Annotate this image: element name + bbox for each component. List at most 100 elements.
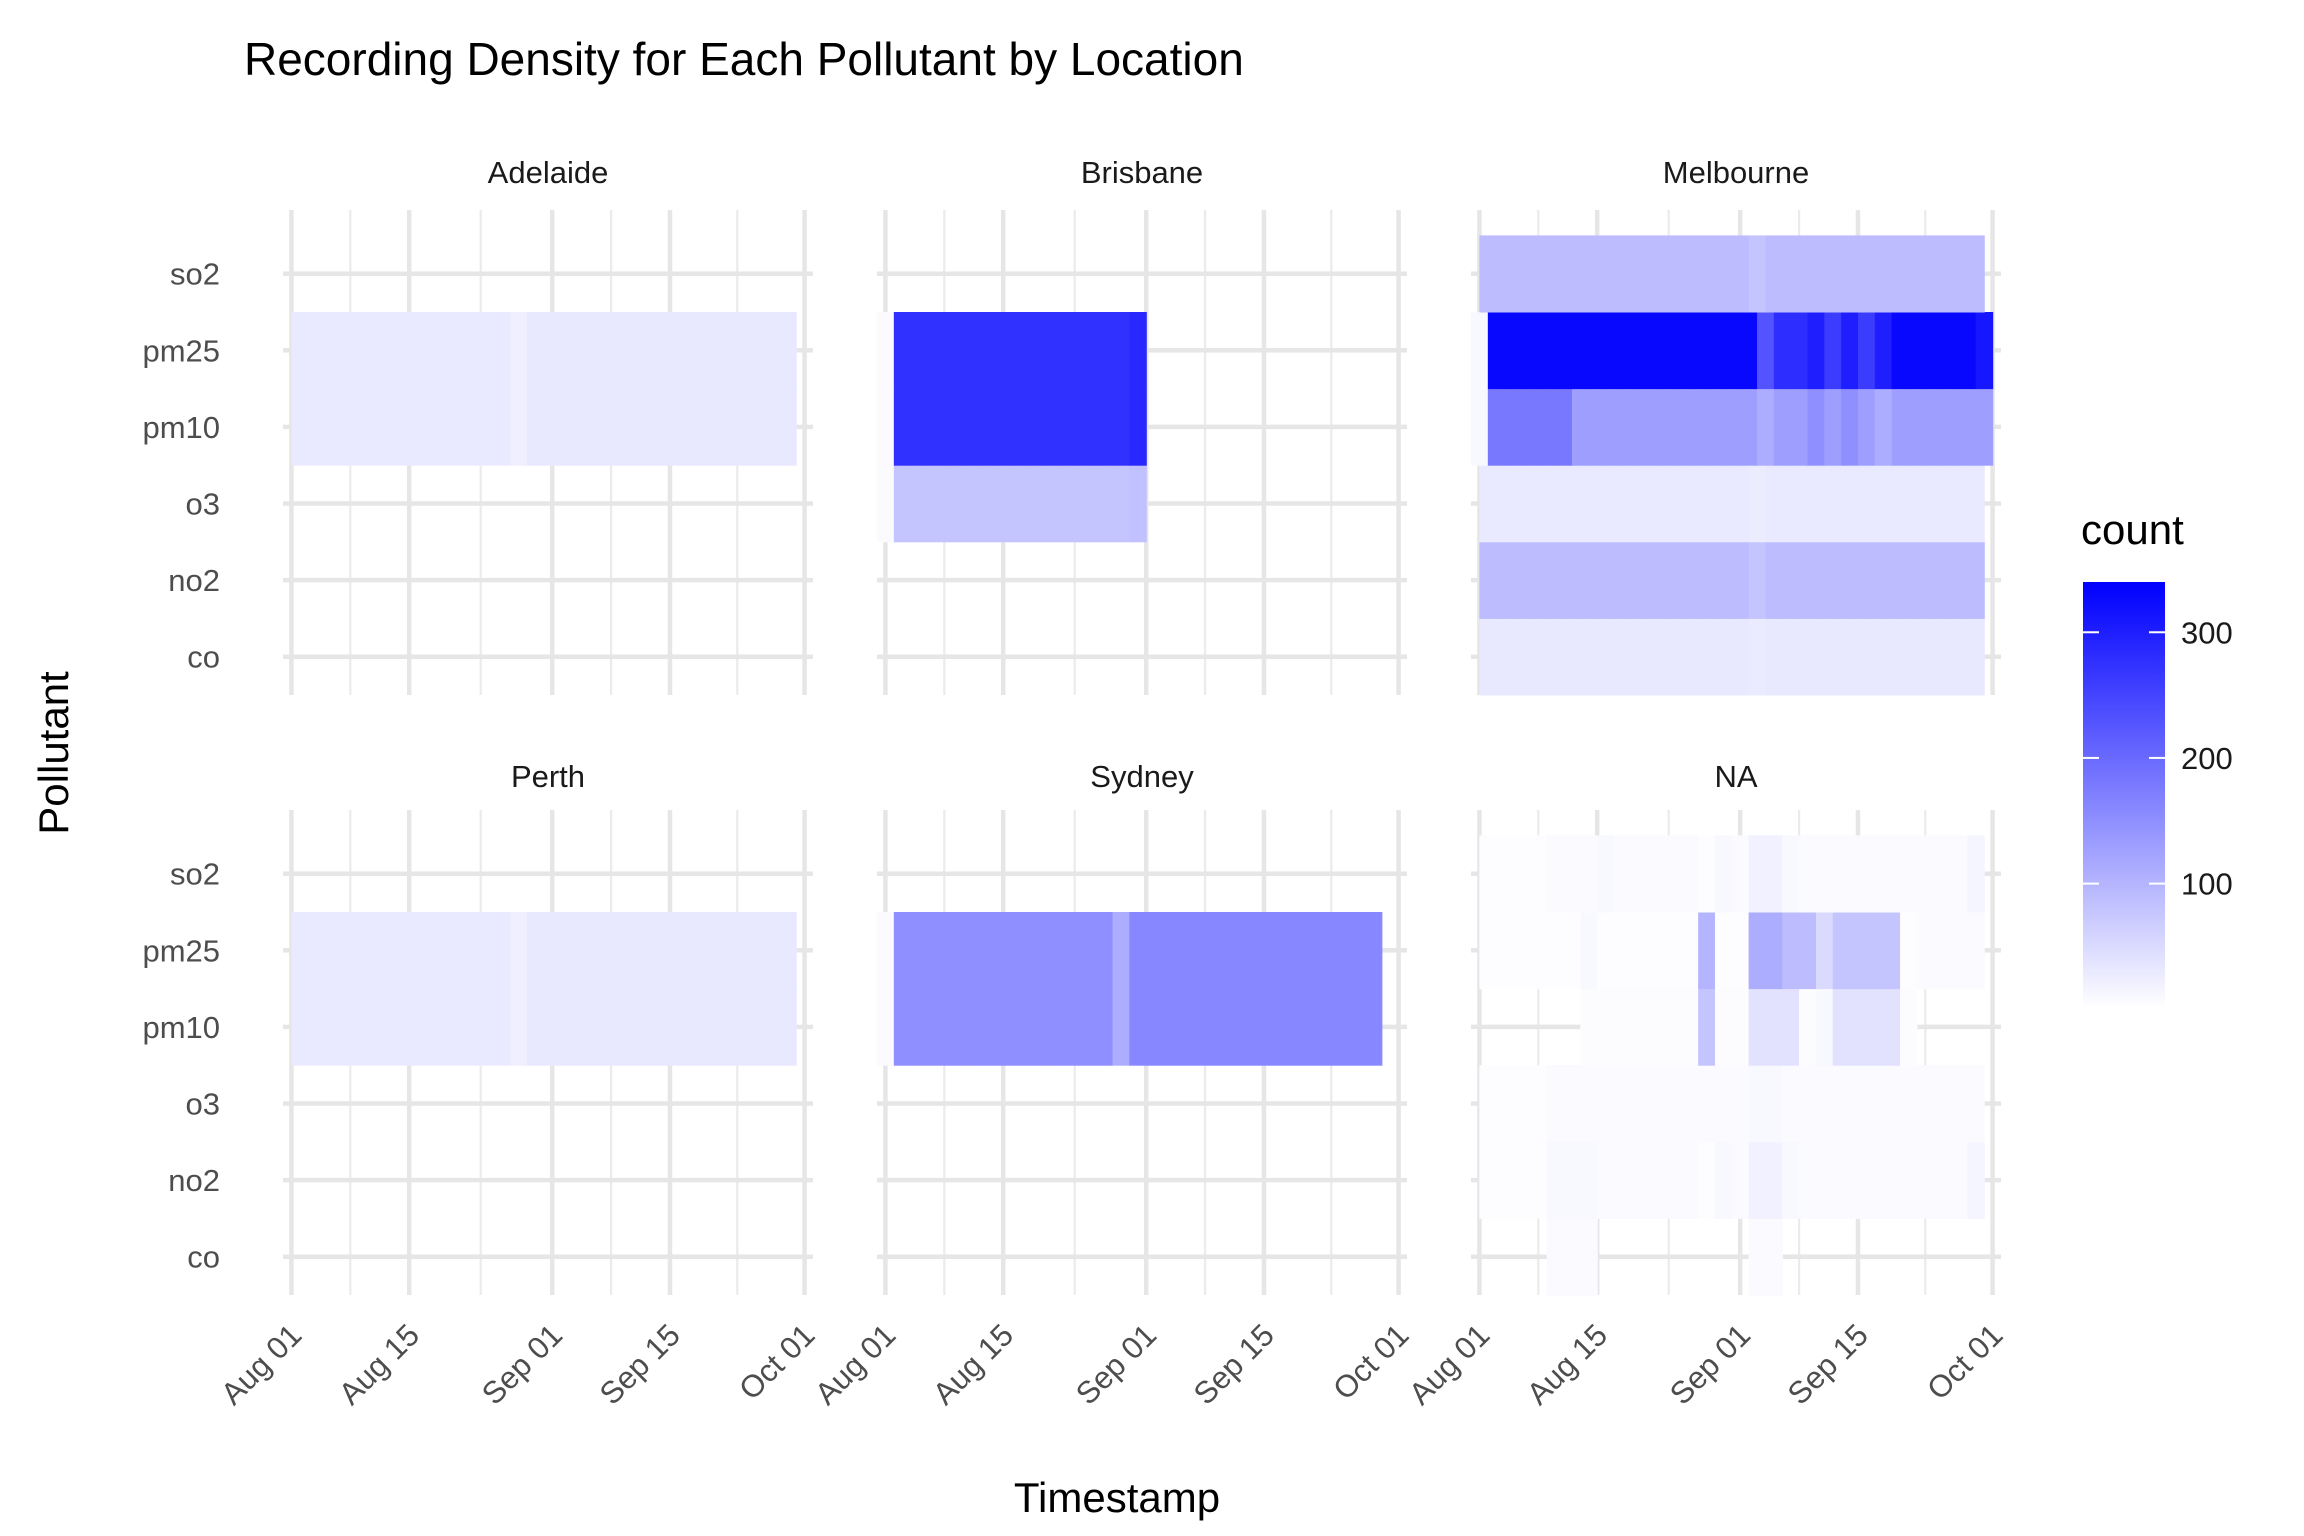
heat-tile [1950,1141,1968,1219]
heat-tile [1900,465,1918,543]
heat-tile [1614,988,1632,1066]
heat-tile [1496,541,1514,619]
heat-tile [1900,912,1918,990]
heat-tile [1799,618,1817,696]
heat-tile [594,388,612,466]
heat-tile [1496,618,1514,696]
heat-tile [341,988,360,1066]
heat-tile [1942,312,1960,390]
heat-tile [1832,618,1851,696]
heat-tile [1782,541,1800,619]
heat-tile [1529,1065,1548,1143]
heat-tile [560,388,579,466]
heat-tile [893,465,912,543]
heat-tile [1614,1141,1632,1219]
heat-tile [577,912,595,990]
heat-tile [695,388,713,466]
heat-tile [510,388,528,466]
heat-tile [1714,835,1733,913]
heat-tile [1479,465,1497,543]
facet-panel-perth: Perth co no2 o3 pm10 pm25 so2 Aug 01 Aug 15 Sep 0… [142,759,821,1411]
heat-tile [961,312,979,390]
legend-tick-label: 300 [2181,615,2233,650]
legend-tick-label: 200 [2181,741,2233,776]
x-tick-label: Aug 15 [1520,1317,1614,1411]
heat-tile [1078,465,1097,543]
heat-tile [1364,912,1383,990]
heat-tile [1597,1141,1615,1219]
heat-tile [877,912,895,990]
heat-tile [1883,235,1901,313]
heat-tile [1028,912,1046,990]
heat-tile [927,988,945,1066]
facet-strip-label: Adelaide [488,155,609,190]
heat-tile [1731,465,1750,543]
y-tick-label: o3 [186,487,220,522]
heat-tile [1656,388,1674,466]
heat-tile [1588,388,1607,466]
heat-tile [577,988,595,1066]
heat-tile [611,312,629,390]
heat-tile [1849,988,1867,1066]
heat-tile [1748,235,1767,313]
heat-tile [1698,541,1716,619]
heat-tile [392,988,410,1066]
heat-tile [1496,1141,1514,1219]
heat-tile [560,912,579,990]
heat-tile [1664,912,1682,990]
heat-tile [1538,312,1556,390]
heat-tile [1479,541,1497,619]
heat-tile [594,912,612,990]
heat-tile [1597,541,1615,619]
heat-tile [442,388,461,466]
heat-tile [1129,988,1147,1066]
y-tick-label: so2 [170,857,220,892]
heat-tile [1866,1141,1884,1219]
heat-tile [893,912,912,990]
heat-tile [459,312,478,390]
heat-tile [1647,1065,1666,1143]
heat-tile [1129,465,1147,543]
y-tick-label: co [187,640,220,675]
heat-tile [1062,465,1080,543]
heat-tile [1129,912,1147,990]
heat-tile [1513,835,1531,913]
heat-tile [1513,1065,1531,1143]
heat-tile [627,388,646,466]
heat-tile [1146,912,1164,990]
x-tick-label: Sep 01 [1069,1317,1163,1411]
heat-tile [1546,835,1565,913]
heat-tile [1580,541,1598,619]
heat-tile [375,988,393,1066]
heat-tile [594,312,612,390]
heat-tile [877,312,895,390]
legend-title: count [2081,506,2184,553]
heat-tile [1782,912,1800,990]
heat-tile [392,912,410,990]
heat-tile [910,388,929,466]
heat-tile [1900,1065,1918,1143]
heat-tile [1513,235,1531,313]
heat-tile [1866,1065,1884,1143]
heat-tile [944,465,962,543]
heat-tile [1933,912,1952,990]
heat-tile [994,388,1013,466]
facet-panel-adelaide: Adelaide co no2 o3 pm10 pm25 so2 [142,155,813,695]
heat-tile [1028,988,1046,1066]
heat-tile [1563,835,1581,913]
heat-tile [1748,912,1767,990]
heat-tile [1950,1065,1968,1143]
heat-tile [877,465,895,543]
heat-tile [1213,988,1231,1066]
heat-tile [1815,618,1834,696]
heat-tile [1045,988,1063,1066]
heat-tile [1045,312,1063,390]
heat-tile [526,312,545,390]
heat-tile [1664,1141,1682,1219]
heat-tile [1263,912,1282,990]
heat-tile [1782,988,1800,1066]
heat-tile [1714,988,1733,1066]
heat-tile [1950,618,1968,696]
heat-tile [1714,465,1733,543]
heat-tile [325,388,343,466]
